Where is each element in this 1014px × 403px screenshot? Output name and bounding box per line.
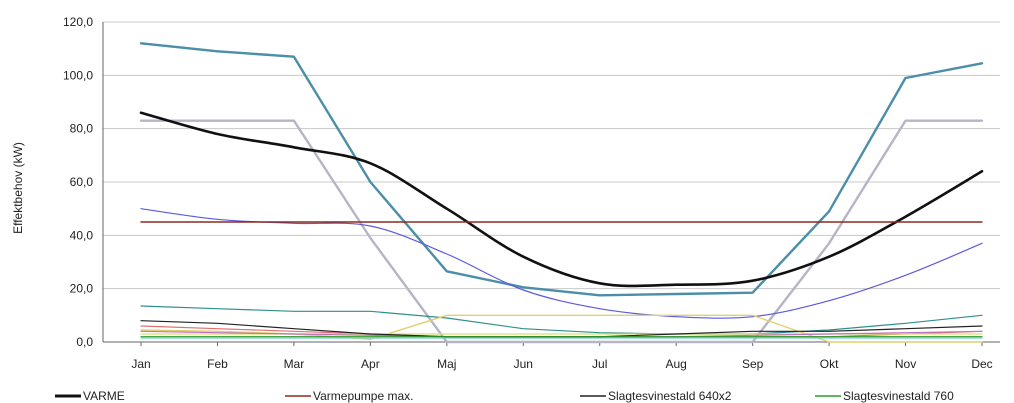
y-tick-label: 120,0 — [63, 15, 93, 29]
y-tick-label: 80,0 — [70, 122, 94, 136]
y-tick-label: 60,0 — [70, 175, 94, 189]
legend-label: VARME — [83, 389, 125, 403]
x-tick-label: Jul — [592, 357, 607, 371]
legend-item: Slagtesvinestald 640x2 — [580, 389, 732, 403]
series-line-unlabeled-6 — [140, 208, 983, 319]
x-tick-label: Dec — [971, 357, 992, 371]
x-tick-label: Jun — [514, 357, 533, 371]
y-axis-label: Effektbehov (kW) — [11, 142, 25, 234]
y-tick-label: 0,0 — [76, 335, 93, 349]
x-tick-labels: Jan Feb Mar Apr Maj Jun Jul Aug Sep Okt Nov Dec — [131, 357, 992, 371]
x-tick-label: Apr — [361, 357, 380, 371]
y-tick-label: 20,0 — [70, 282, 94, 296]
x-tick-label: Okt — [820, 357, 839, 371]
x-tick-label: Jan — [131, 357, 150, 371]
series-line-unlabeled-5 — [139, 119, 984, 344]
y-tick-label: 40,0 — [70, 228, 94, 242]
grid-lines — [103, 21, 1000, 290]
x-tick-label: Nov — [895, 357, 916, 371]
y-tick-label: 100,0 — [63, 68, 93, 82]
x-tick-label: Mar — [284, 357, 305, 371]
x-tick-label: Aug — [666, 357, 687, 371]
legend-item: Varmepumpe max. — [285, 389, 413, 403]
legend-label: Slagtesvinestald 640x2 — [608, 389, 732, 403]
x-tick-label: Sep — [742, 357, 764, 371]
legend: VARME Varmepumpe max. Slagtesvinestald 640… — [55, 389, 954, 403]
series-line-unlabeled-7 — [140, 305, 983, 335]
x-tick-label: Maj — [437, 357, 456, 371]
legend-label: Varmepumpe max. — [313, 389, 413, 403]
legend-item: VARME — [55, 389, 125, 403]
series-lines — [139, 42, 984, 344]
series-line-varme — [139, 111, 984, 288]
legend-item: Slagtesvinestald 760 — [815, 389, 954, 403]
x-tick-label: Feb — [207, 357, 228, 371]
series-line-unlabeled-4 — [139, 42, 984, 297]
legend-label: Slagtesvinestald 760 — [843, 389, 954, 403]
y-tick-labels: 0,0 20,0 40,0 60,0 80,0 100,0 120,0 — [63, 15, 93, 349]
